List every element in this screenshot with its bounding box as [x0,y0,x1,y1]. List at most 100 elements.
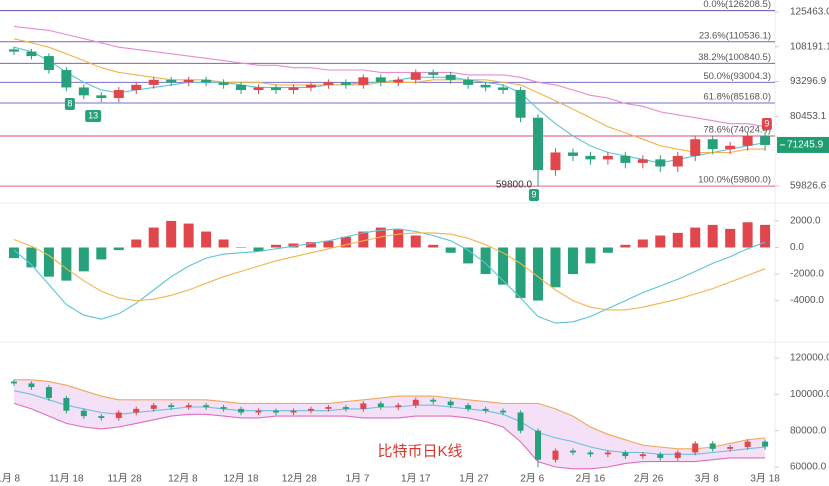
dea-line [13,232,766,311]
mini-candle-body [360,403,367,409]
candle-body [760,136,771,145]
mini-candle-body [622,452,629,457]
macd-bar [637,239,648,248]
candle-body [270,87,281,91]
moving-average [13,25,766,128]
price-tag [777,136,829,153]
macd-bar [393,228,404,248]
macd-bar [550,247,561,288]
y-tick-label: 108191.1 [790,41,829,52]
mini-candle-body [727,447,734,449]
mini-candle-body [28,383,35,388]
fib-label: 23.6%(110536.1) [699,30,771,41]
candle-body [78,87,89,96]
candle-body [148,79,159,85]
mini-candle-body [535,430,542,460]
mini-candle-body [639,454,646,457]
candle-body [445,74,456,80]
mini-candle-body [569,450,576,453]
x-tick-label: 3月 8 [695,473,719,485]
candle-body [393,79,404,83]
signal-marker [85,109,102,122]
mini-candle-body [133,408,140,413]
macd-bar [410,235,421,248]
macd-bar [305,242,316,248]
macd-bar [655,235,666,248]
candle-body [655,159,666,167]
price-tag-label: 71245.9 [787,140,824,151]
y-tick-label: 2000.0 [790,216,821,227]
fib-label: 0.0%(126208.5) [703,0,771,10]
mini-candle-body [500,410,507,413]
candle-body [515,90,526,118]
mini-candle-body [692,443,699,453]
candle-body [637,159,648,163]
macd-bar [218,239,229,248]
x-tick-label: 2月 16 [576,473,606,485]
macd-bar [585,247,596,264]
candle-body [61,70,72,88]
fib-label: 61.8%(85168.0) [703,92,771,103]
mini-candle-body [395,405,402,408]
macd-bar [480,247,491,275]
mini-candle-body [447,401,454,406]
macd-bar [760,224,771,248]
mini-candle-body [238,408,245,413]
mini-candle-body [307,408,314,411]
macd-bar [253,247,264,252]
candle-body [533,117,544,171]
candle-body [96,95,107,99]
candle-body [288,87,299,91]
y-tick-label: 93296.9 [790,76,827,87]
candle-body [43,56,54,71]
low-annotation: 59800.0 [496,180,533,191]
x-tick-label: 12月 28 [282,473,317,485]
candle-body [201,79,212,83]
y-tick-label: 100000.0 [790,389,829,400]
x-tick-label: 12月 18 [224,473,259,485]
mini-candle-body [517,412,524,431]
y-tick-label: 59826.6 [790,181,827,192]
macd-bar [725,228,736,248]
x-tick-label: 11月 18 [49,473,84,485]
signal-marker [761,117,772,130]
signal-marker [528,189,539,202]
candle-body [707,139,718,150]
mini-candle-body [272,410,279,413]
macd-bar [78,247,89,272]
y-tick-label: -2000.0 [790,269,824,280]
mini-candle-body [220,407,227,409]
mini-candle-body [63,397,70,411]
macd-bar [498,247,509,285]
mini-candle-body [168,405,175,408]
candle-body [113,90,124,99]
macd-bar [43,247,54,277]
signal-marker [64,98,75,111]
candle-body [8,49,19,52]
mini-candle-body [465,405,472,409]
mini-candle-body [80,410,87,417]
macd-bar [8,247,19,259]
mini-candle-body [604,452,611,455]
mini-candle-body [674,452,681,458]
macd-bar [340,236,351,248]
signal-marker-label: 9 [764,118,769,128]
x-tick-label: 1月 17 [401,473,431,485]
macd-bar [323,240,334,248]
macd-bar [567,247,578,275]
mini-candle-body [290,410,297,413]
macd-bar [113,247,124,251]
mini-candle-body [325,407,332,409]
macd-bar [131,239,142,248]
candle-body [253,87,264,91]
mini-candle-body [709,443,716,449]
macd-bar [148,227,159,248]
y-tick-label: 80000.0 [790,425,827,436]
mini-candle-body [587,452,594,455]
candle-body [183,79,194,83]
y-tick-label: -4000.0 [790,295,824,306]
x-tick-label: 1月 27 [459,473,489,485]
macd-bar [742,222,753,248]
mini-candle-body [762,441,769,447]
mini-candle-body [552,450,559,460]
